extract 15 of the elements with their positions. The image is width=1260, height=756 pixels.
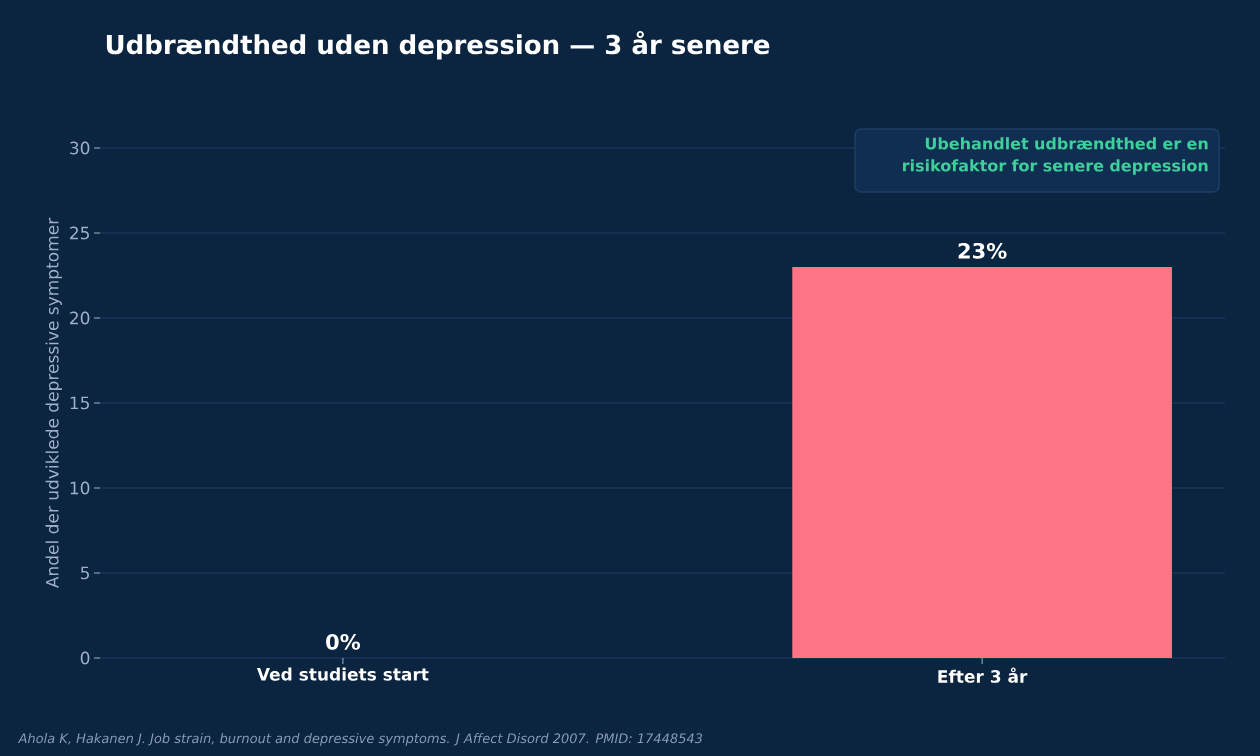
y-axis-title: Andel der udviklede depressive symptomer	[45, 217, 62, 589]
y-tick-label: 15	[70, 396, 89, 410]
y-tick-label: 20	[70, 311, 90, 325]
y-tick-label: 5	[80, 566, 89, 580]
annotation: Ubehandlet udbrændthed er en risikofaktor for senere depression	[903, 137, 1208, 175]
data-label: 23%	[958, 242, 1007, 259]
chart-title: Udbrændthed uden depression — 3 år senere	[106, 30, 770, 60]
data-label: 0%	[326, 633, 361, 650]
x-tick-label: Ved studiets start	[256, 667, 429, 681]
y-tick-label: 0	[80, 651, 90, 665]
y-tick-label: 30	[70, 141, 90, 155]
y-tick-label: 10	[70, 481, 90, 495]
y-tick-label: 25	[70, 226, 89, 240]
text: Ahola K, Hakanen J. Job strain, burnout and depressive symptoms. J Affect Disord 2007. PMID: 17448543	[17, 733, 703, 746]
x-tick-label: Efter 3 år	[938, 667, 1028, 683]
